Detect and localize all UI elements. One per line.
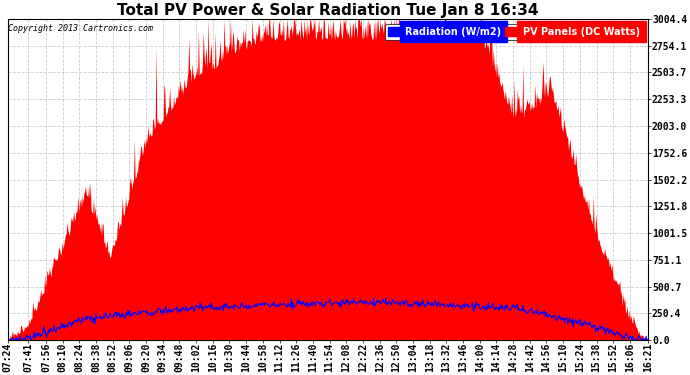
Title: Total PV Power & Solar Radiation Tue Jan 8 16:34: Total PV Power & Solar Radiation Tue Jan… [117,3,538,18]
Text: Copyright 2013 Cartronics.com: Copyright 2013 Cartronics.com [8,24,153,33]
Legend: Radiation (W/m2), PV Panels (DC Watts): Radiation (W/m2), PV Panels (DC Watts) [385,24,643,40]
